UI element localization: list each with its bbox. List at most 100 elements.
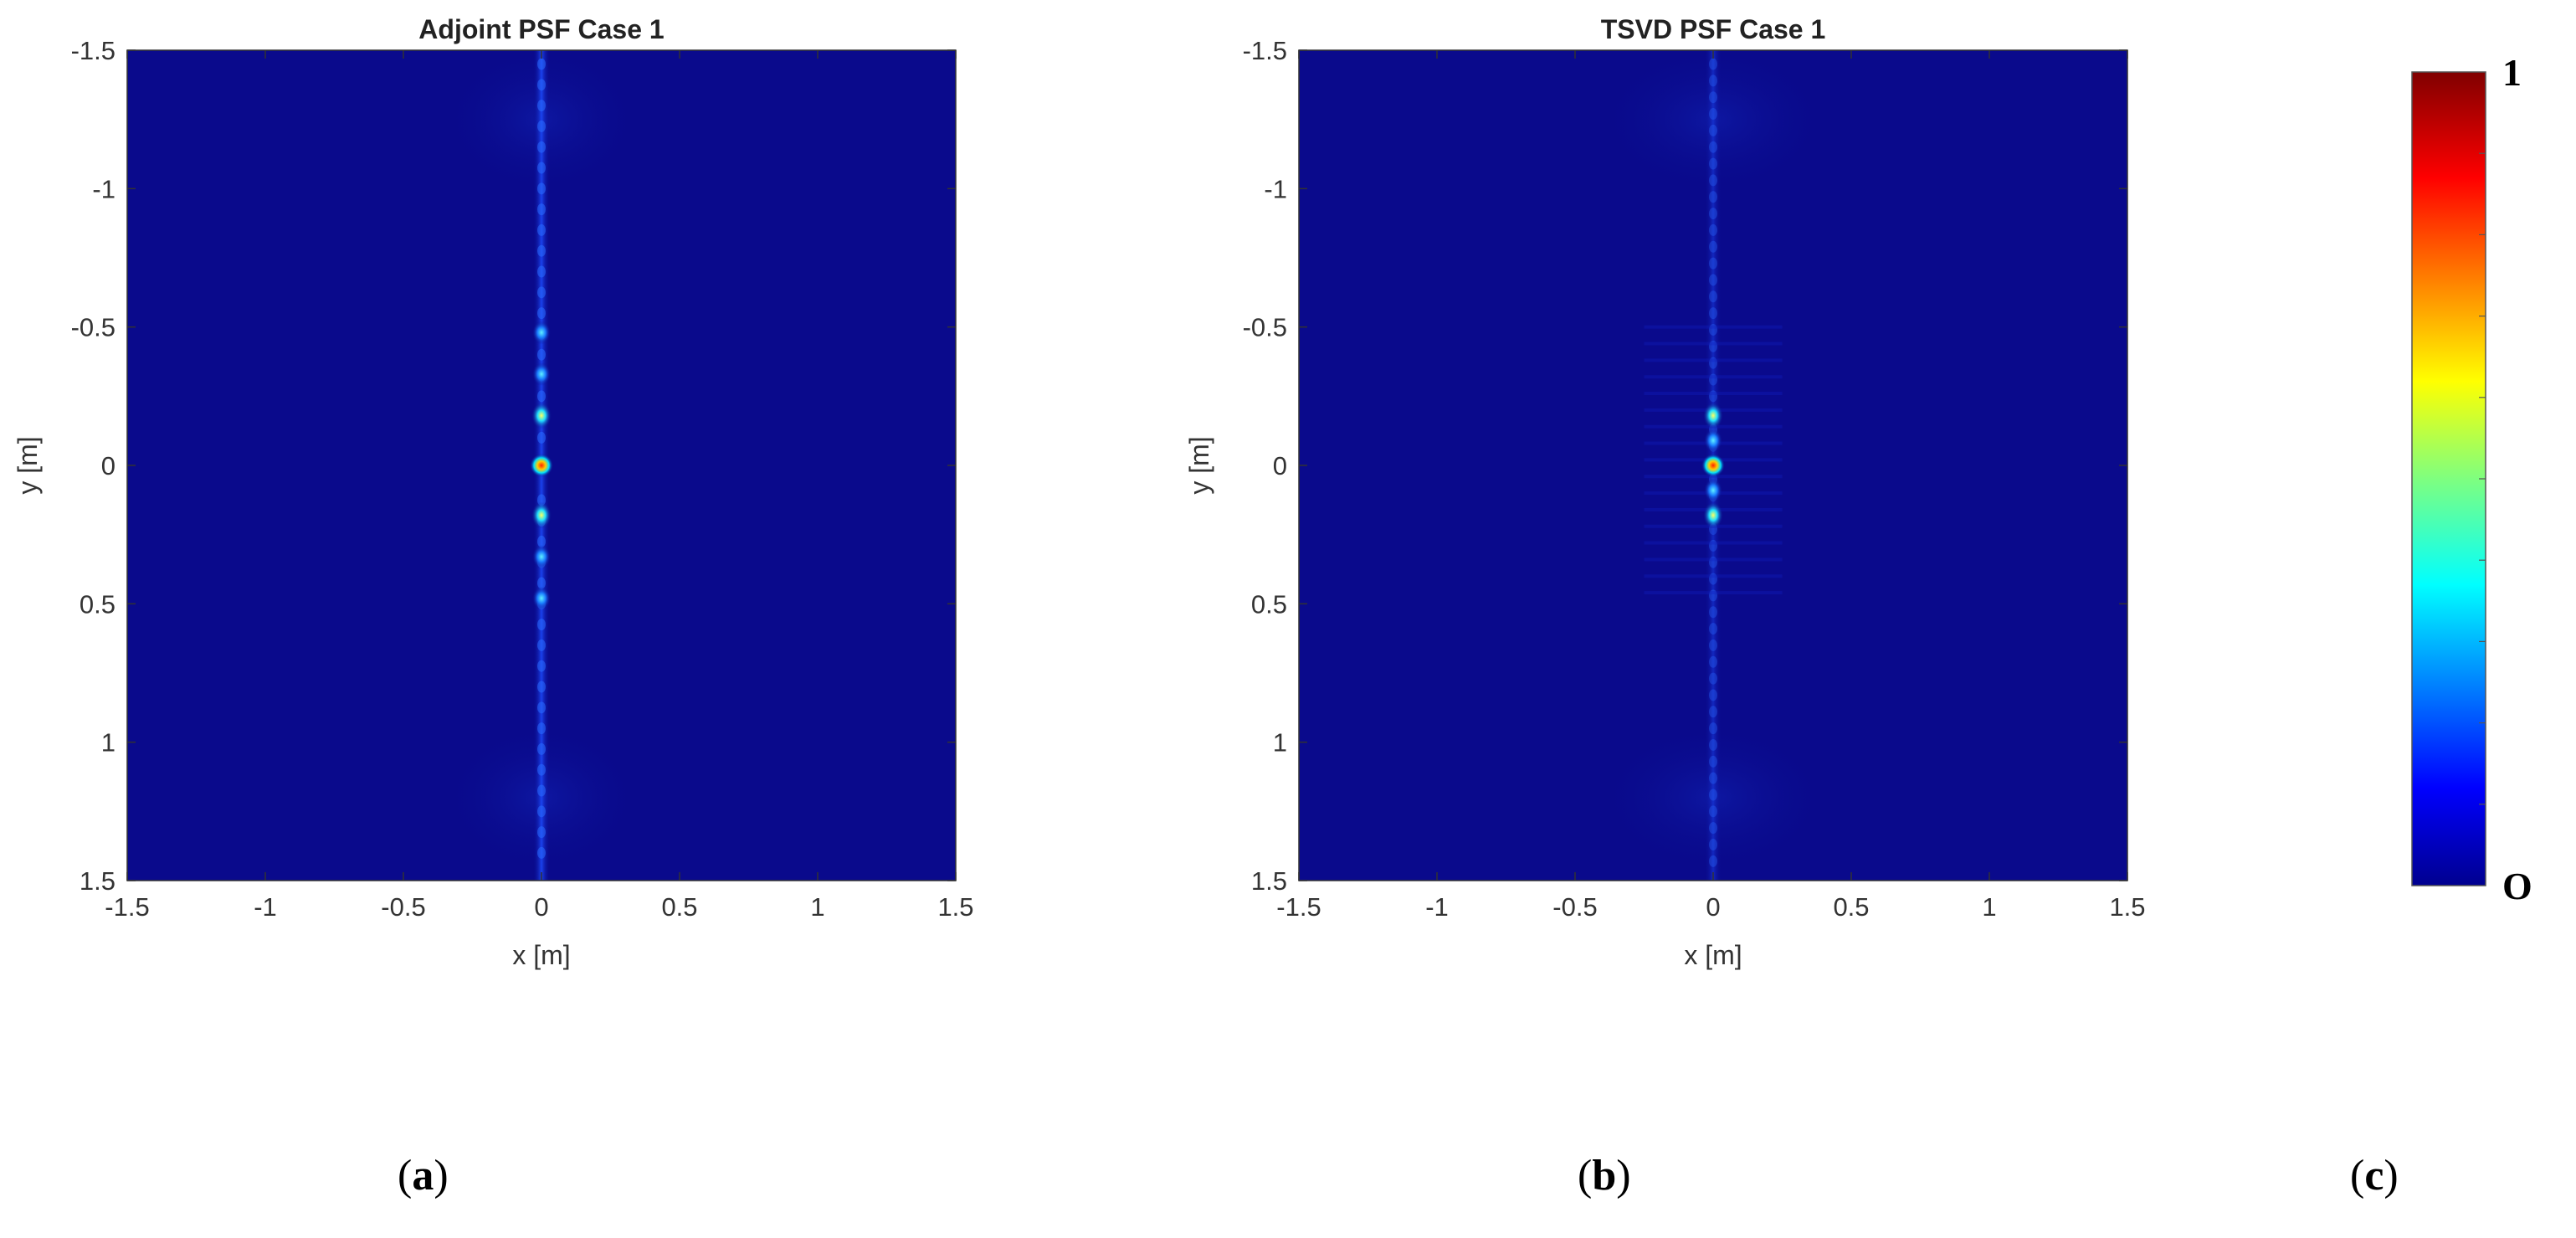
psf-peak: [531, 501, 552, 529]
y-tick-label: -1: [1264, 174, 1287, 203]
streak-dot: [1709, 689, 1717, 701]
y-tick-label: 0: [1273, 451, 1287, 480]
x-tick-label: -1: [1425, 892, 1449, 922]
streak-dot: [1709, 623, 1717, 635]
streak-dot: [1709, 357, 1717, 369]
streak-dot: [1709, 290, 1717, 303]
sidelobe-row: [1644, 325, 1783, 329]
streak-dot: [537, 639, 546, 651]
streak-dot: [537, 203, 546, 216]
streak-dot: [537, 722, 546, 735]
streak-dot: [1709, 706, 1717, 718]
y-tick-label: 0.5: [1251, 589, 1287, 619]
x-tick-label: 0.5: [661, 892, 697, 922]
chart-title: TSVD PSF Case 1: [1601, 14, 1826, 44]
streak-dot: [1709, 839, 1717, 851]
sidelobe-row: [1644, 375, 1783, 379]
streak-dot: [537, 120, 546, 132]
caption-c: (c): [2350, 1152, 2399, 1199]
streak-dot: [1709, 855, 1717, 867]
streak-dot: [1709, 323, 1717, 336]
streak-dot: [1709, 191, 1717, 203]
psf-peak: [532, 586, 551, 610]
streak-dot: [1709, 58, 1717, 70]
streak-dot: [1709, 91, 1717, 104]
streak-dot: [537, 141, 546, 153]
streak-dot: [1709, 639, 1717, 651]
x-tick-label: 1.5: [2109, 892, 2145, 922]
streak-dot: [537, 619, 546, 631]
streak-dot: [1709, 174, 1717, 187]
y-tick-label: -0.5: [1243, 313, 1287, 342]
streak-dot: [537, 805, 546, 818]
streak-dot: [1709, 108, 1717, 121]
colorbar-ticks: [2479, 152, 2486, 805]
caption-a: (a): [398, 1152, 449, 1199]
chart-title: Adjoint PSF Case 1: [418, 14, 664, 44]
plot-area: [1298, 49, 2128, 881]
psf-peak: [1704, 429, 1722, 453]
streak-dot: [1709, 74, 1717, 87]
streak-dot: [1709, 539, 1717, 552]
streak-dot: [1709, 257, 1717, 270]
streak-dot: [537, 660, 546, 672]
streak-dot: [1709, 789, 1717, 801]
x-tick-label: -0.5: [381, 892, 425, 922]
streak-dot: [537, 701, 546, 714]
y-tick-label: 1: [101, 728, 115, 758]
streak-dot: [1709, 738, 1717, 751]
streak-dot: [537, 535, 546, 547]
streak-dot: [1709, 390, 1717, 403]
streak-dot: [1709, 340, 1717, 352]
streak-dot: [1709, 208, 1717, 220]
streak-dot: [537, 742, 546, 755]
streak-dot: [1709, 655, 1717, 668]
panel-b-heatmap: -1.5 -1 -0.5 0 0.5 1 1.5-1.5-1-0.500.511.5TSVD…: [1184, 14, 2146, 970]
streak-dot: [537, 286, 546, 299]
x-tick-label: -1: [254, 892, 277, 922]
psf-peak: [1701, 454, 1725, 477]
y-tick-label: 0.5: [80, 589, 115, 619]
streak-dot: [537, 763, 546, 776]
x-tick-label: 1.5: [937, 892, 973, 922]
y-axis-label: y [m]: [1184, 436, 1214, 494]
psf-peak: [532, 545, 551, 569]
streak-dot: [1709, 307, 1717, 320]
psf-peak: [1704, 478, 1722, 502]
sidelobe-row: [1644, 557, 1783, 562]
streak-dot: [1709, 373, 1717, 386]
streak-dot: [1709, 755, 1717, 768]
y-tick-label: 1.5: [80, 866, 115, 896]
x-tick-label: -1.5: [105, 892, 149, 922]
streak-dot: [1709, 141, 1717, 153]
streak-dot: [1709, 573, 1717, 585]
streak-dot: [537, 390, 546, 403]
psf-peak: [531, 402, 552, 429]
x-tick-label: 0: [534, 892, 548, 922]
streak-dot: [537, 348, 546, 361]
streak-dot: [1709, 589, 1717, 602]
colorbar-gradient: [2411, 71, 2486, 886]
streak-dot: [1709, 274, 1717, 286]
y-tick-label: -1: [92, 174, 115, 203]
y-tick-label: 1: [1273, 728, 1287, 758]
streak-dot: [1709, 772, 1717, 784]
sidelobe-row: [1644, 591, 1783, 595]
sidelobe-row: [1644, 392, 1783, 396]
psf-peak: [532, 362, 551, 386]
streak-dot: [1709, 822, 1717, 835]
y-tick-label: -1.5: [1243, 36, 1287, 65]
sidelobe-row: [1644, 541, 1783, 545]
streak-dot: [537, 58, 546, 70]
streak-dot: [537, 223, 546, 236]
x-tick-label: 1: [810, 892, 824, 922]
streak-dot: [537, 681, 546, 693]
x-tick-label: 1: [1982, 892, 1996, 922]
streak-dot: [1709, 805, 1717, 818]
streak-dot: [537, 100, 546, 112]
psf-peak: [1703, 501, 1723, 529]
y-tick-label: 1.5: [1251, 866, 1287, 896]
colorbar-min-label: O: [2502, 865, 2532, 907]
panel-c-colorbar: [2411, 71, 2486, 886]
streak-dot: [537, 826, 546, 839]
